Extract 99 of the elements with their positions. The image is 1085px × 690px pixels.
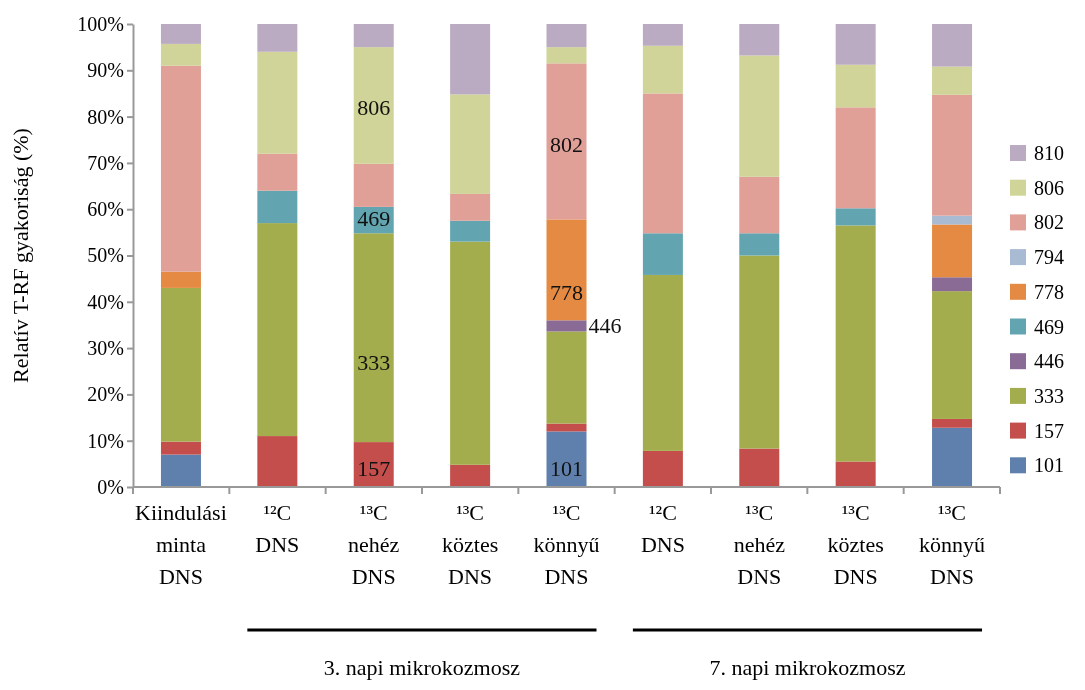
- y-tick-label: 0%: [97, 475, 124, 498]
- annotation: 101: [550, 456, 583, 482]
- bar: [642, 24, 683, 46]
- bar: [739, 448, 780, 487]
- legend-label: 469: [1034, 315, 1064, 338]
- y-tick-label: 30%: [87, 337, 124, 359]
- bar: [160, 271, 201, 288]
- x-tick-label: ¹³C könnyű DNS: [533, 500, 600, 589]
- bar: [739, 55, 780, 177]
- bar: [932, 224, 973, 278]
- bar: [257, 51, 298, 154]
- y-tick-label: 100%: [77, 12, 124, 35]
- y-axis-title: Relatív T-RF gyakoriság (%): [8, 128, 33, 383]
- bar: [257, 223, 298, 437]
- bar: [546, 219, 587, 321]
- bar: [546, 63, 587, 220]
- annotation: 469: [357, 206, 391, 232]
- bar: [353, 163, 394, 207]
- bar: [160, 65, 201, 272]
- bar: [546, 431, 587, 487]
- legend-label: 778: [1034, 280, 1064, 303]
- bar: [450, 241, 491, 465]
- bar: [257, 24, 298, 52]
- bar: [642, 233, 683, 275]
- y-tick-label: 80%: [87, 105, 124, 128]
- bar: [160, 441, 201, 455]
- bar: [450, 24, 491, 95]
- bar: [450, 220, 491, 242]
- legend-label: 802: [1034, 211, 1064, 234]
- annotation: 157: [357, 456, 391, 482]
- bar: [932, 291, 973, 419]
- annotation: 802: [550, 132, 583, 158]
- annotation: 446: [588, 312, 622, 338]
- bar: [160, 24, 201, 44]
- x-tick-label: ¹³C köztes DNS: [827, 500, 884, 589]
- bar: [932, 94, 973, 216]
- x-tick-label: ¹³C nehéz DNS: [348, 500, 400, 589]
- bar: [932, 418, 973, 428]
- y-tick-label: 90%: [87, 59, 124, 82]
- y-tick-label: 70%: [87, 151, 124, 174]
- bar: [353, 24, 394, 48]
- bar: [546, 24, 587, 48]
- bar: [546, 423, 587, 432]
- bar: [160, 287, 201, 442]
- annotation: 778: [550, 280, 583, 306]
- y-tick-label: 60%: [87, 198, 124, 221]
- legend-label: 810: [1034, 142, 1064, 164]
- bar: [160, 43, 201, 66]
- bar: [642, 450, 683, 487]
- legend-label: 806: [1034, 176, 1064, 199]
- bar: [546, 320, 587, 332]
- bar: [257, 153, 298, 191]
- text: 7. napi mikrokozmosz: [709, 655, 906, 680]
- bar: [932, 66, 973, 95]
- bar: [257, 190, 298, 224]
- bar: [835, 461, 876, 487]
- bar: [353, 47, 394, 164]
- bar: [739, 24, 780, 56]
- bar: [835, 24, 876, 65]
- bar: [835, 225, 876, 462]
- x-tick-label: ¹³C könnyű DNS: [919, 500, 986, 589]
- x-tick-label: ¹³C köztes DNS: [442, 500, 499, 589]
- x-tick-label: ¹³C nehéz DNS: [733, 500, 786, 589]
- bar: [450, 193, 491, 221]
- bar: [835, 208, 876, 226]
- bar: [739, 255, 780, 449]
- bar: [932, 427, 973, 487]
- bar: [257, 436, 298, 487]
- bar: [739, 176, 780, 234]
- legend-label: 157: [1034, 419, 1064, 442]
- bar: [835, 64, 876, 108]
- bar: [546, 47, 587, 64]
- legend-label: 446: [1034, 350, 1064, 373]
- bar: [546, 331, 587, 424]
- bar: [932, 277, 973, 292]
- y-tick-label: 20%: [87, 383, 124, 406]
- y-tick-label: 50%: [87, 244, 124, 267]
- legend-label: 101: [1034, 454, 1064, 477]
- bar: [932, 215, 973, 225]
- bar: [642, 45, 683, 94]
- bar: [835, 107, 876, 209]
- bar: [160, 454, 201, 487]
- legend-label: 333: [1034, 384, 1064, 407]
- y-tick-label: 40%: [87, 290, 124, 313]
- bar: [932, 24, 973, 67]
- x-tick-label: ¹²C DNS: [255, 500, 300, 557]
- bar: [450, 94, 491, 194]
- annotation: 333: [357, 349, 391, 375]
- bar: [450, 464, 491, 487]
- x-tick-label: Kiindulási minta DNS: [135, 500, 227, 589]
- y-tick-label: 10%: [87, 429, 124, 452]
- bar: [739, 233, 780, 256]
- x-tick-label: ¹²C DNS: [640, 500, 685, 557]
- text: 3. napi mikrokozmosz: [323, 655, 521, 680]
- bar: [353, 233, 394, 443]
- legend-label: 794: [1034, 246, 1064, 269]
- bar: [642, 93, 683, 234]
- bar: [642, 274, 683, 451]
- annotation: 806: [357, 95, 391, 121]
